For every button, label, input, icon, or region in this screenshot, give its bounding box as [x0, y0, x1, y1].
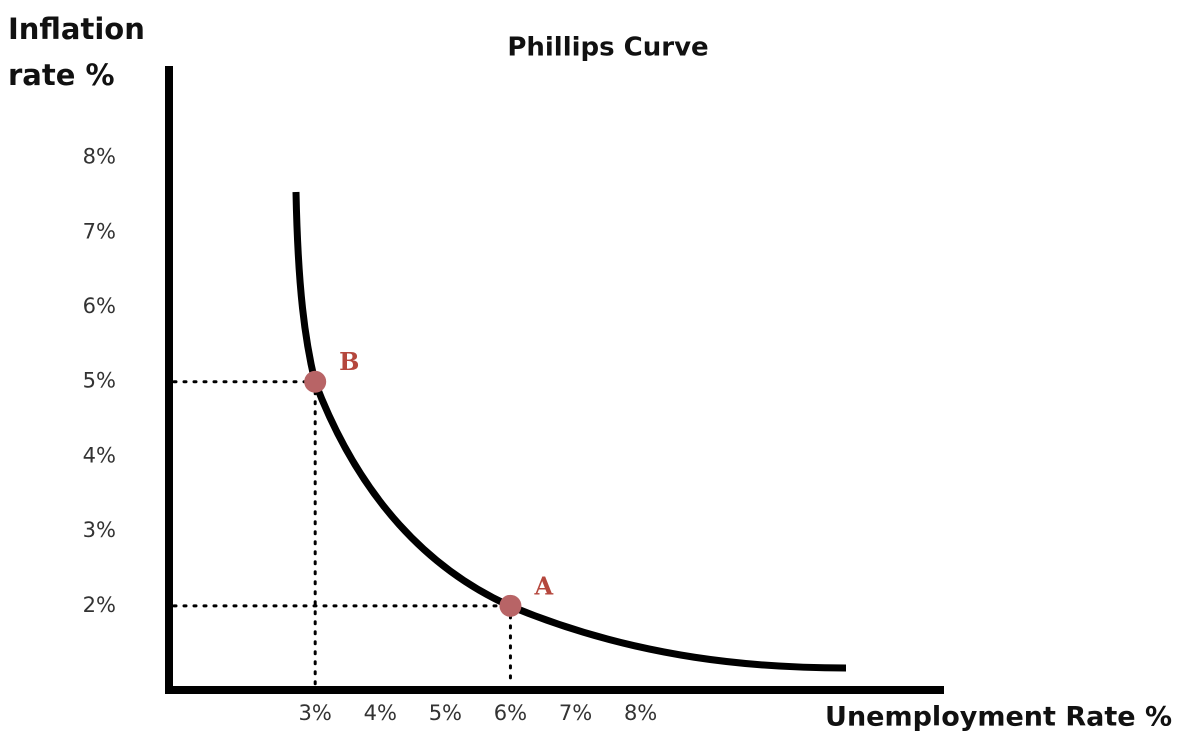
point-label: A — [533, 571, 553, 600]
phillips-curve — [292, 191, 847, 672]
x-tick-label: 7% — [559, 701, 592, 725]
y-tick-label: 6% — [83, 294, 116, 318]
x-tick-label: 4% — [364, 701, 397, 725]
y-tick-label: 5% — [83, 369, 116, 393]
point — [304, 370, 327, 393]
x-tick-label: 3% — [299, 701, 332, 725]
y-tick-label: 7% — [83, 219, 116, 243]
x-axis-title: Unemployment Rate % — [825, 702, 1172, 733]
y-tick-label: 4% — [83, 443, 116, 467]
y-tick-label: 3% — [83, 518, 116, 542]
x-tick-label: 8% — [624, 701, 657, 725]
point-label: B — [339, 347, 359, 376]
x-tick-label: 6% — [494, 701, 527, 725]
x-tick-label: 5% — [429, 701, 462, 725]
point — [499, 594, 522, 617]
chart-title: Phillips Curve — [507, 33, 708, 63]
y-tick-label: 8% — [83, 145, 116, 169]
y-axis-title: Inflation rate % — [8, 12, 145, 92]
y-tick-label: 2% — [83, 593, 116, 617]
